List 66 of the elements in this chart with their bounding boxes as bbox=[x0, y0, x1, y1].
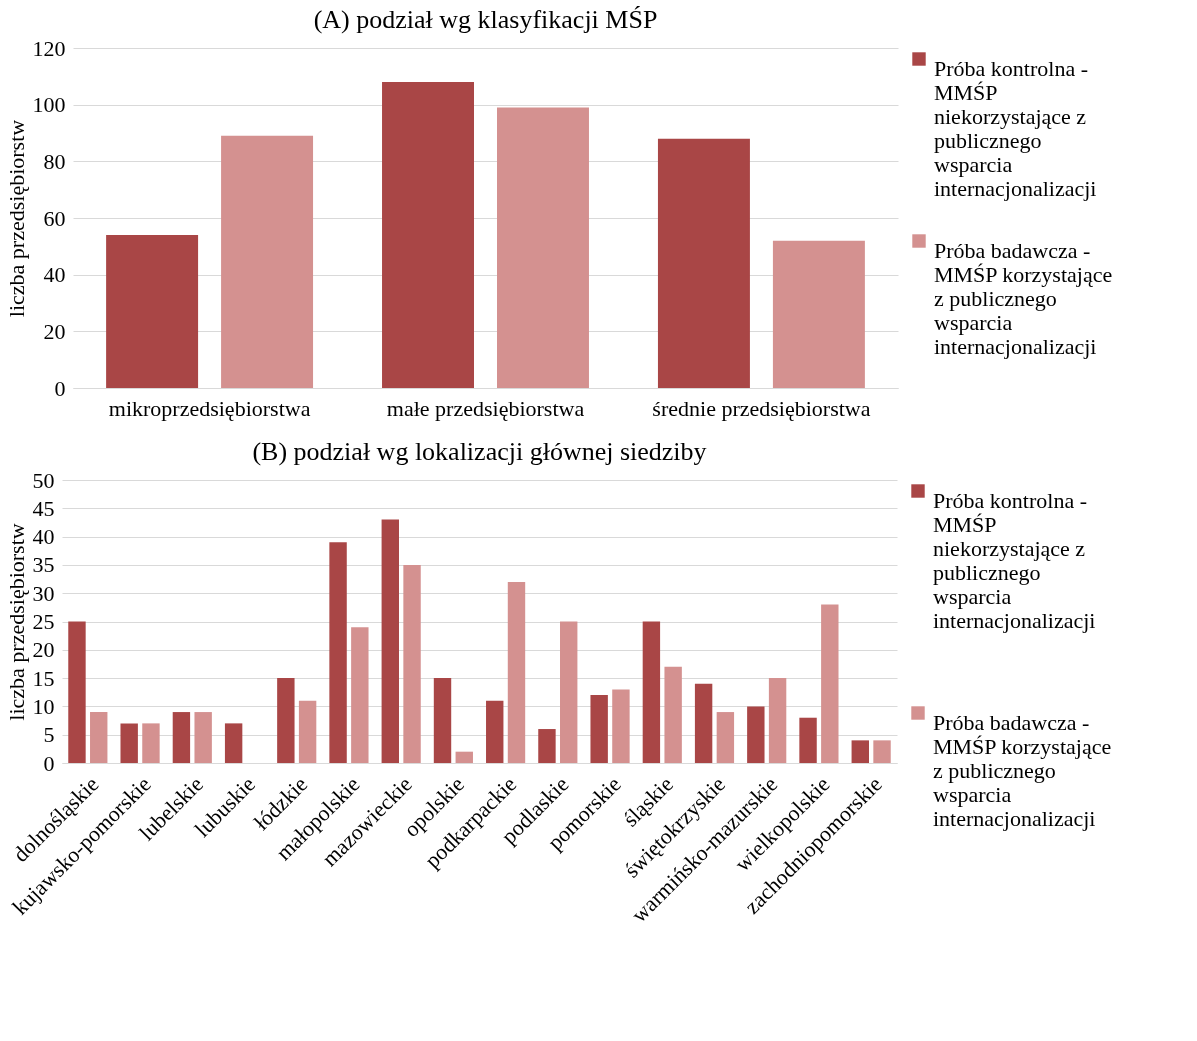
bar bbox=[821, 604, 839, 763]
bar bbox=[873, 740, 891, 763]
bar bbox=[497, 107, 589, 388]
y-tick-label: 30 bbox=[32, 580, 55, 606]
y-tick-label: 0 bbox=[54, 375, 66, 401]
bar bbox=[657, 138, 750, 388]
y-tick-label: 50 bbox=[32, 467, 55, 493]
legend-label: Próba kontrolna - MMŚP niekorzystające z publicznego wsparcia internacjonalizacji bbox=[934, 56, 1097, 201]
bar bbox=[172, 712, 191, 763]
bar bbox=[224, 723, 243, 763]
bar bbox=[772, 240, 865, 388]
bar bbox=[120, 723, 138, 763]
y-tick-label: 80 bbox=[43, 148, 66, 174]
bar bbox=[799, 717, 817, 763]
bar bbox=[142, 723, 160, 763]
y-tick-label: 45 bbox=[32, 495, 55, 521]
legend-label: Próba badawcza - MMŚP korzystające z publicznego wsparcia internacjonalizacji bbox=[934, 238, 1113, 359]
legend-label: Próba badawcza - MMŚP korzystające z publicznego wsparcia internacjonalizacji bbox=[933, 710, 1112, 831]
chart-title: (B) podział wg lokalizacji głównej siedziby bbox=[252, 437, 707, 466]
y-tick-label: 20 bbox=[43, 318, 66, 344]
bar bbox=[68, 621, 86, 763]
bar bbox=[329, 542, 347, 763]
bar bbox=[538, 729, 556, 763]
y-tick-label: 100 bbox=[32, 92, 66, 118]
y-tick-label: 0 bbox=[43, 750, 55, 776]
bar bbox=[612, 689, 630, 763]
bar bbox=[382, 82, 474, 388]
bar bbox=[298, 700, 317, 763]
bar bbox=[351, 627, 369, 763]
bar bbox=[106, 235, 199, 388]
bar bbox=[403, 564, 421, 763]
x-tick-label: małe przedsiębiorstwa bbox=[386, 395, 585, 421]
legend-label: Próba kontrolna - MMŚP niekorzystające z publicznego wsparcia internacjonalizacji bbox=[933, 488, 1096, 633]
bar bbox=[664, 666, 682, 763]
bar bbox=[381, 519, 399, 763]
bar bbox=[221, 135, 314, 388]
y-tick-label: 10 bbox=[32, 693, 55, 719]
chart-title: (A) podział wg klasyfikacji MŚP bbox=[313, 5, 658, 34]
y-tick-label: 15 bbox=[32, 665, 55, 691]
y-axis-title: liczba przedsiębiorstw bbox=[3, 119, 29, 318]
y-tick-label: 35 bbox=[32, 552, 55, 578]
bar bbox=[560, 621, 578, 763]
bar bbox=[851, 740, 869, 763]
bar bbox=[486, 700, 504, 763]
y-tick-label: 5 bbox=[43, 722, 55, 748]
bar bbox=[590, 695, 608, 763]
y-tick-label: 40 bbox=[43, 262, 66, 288]
bar bbox=[433, 678, 452, 763]
y-tick-label: 20 bbox=[32, 637, 55, 663]
y-tick-label: 60 bbox=[43, 205, 66, 231]
bar bbox=[768, 678, 787, 763]
y-tick-label: 40 bbox=[32, 524, 55, 550]
bar bbox=[90, 712, 108, 763]
y-axis-title: liczba przedsiębiorstw bbox=[3, 523, 29, 721]
bar bbox=[694, 683, 713, 763]
y-tick-label: 25 bbox=[32, 609, 55, 634]
bar bbox=[747, 706, 765, 763]
bar bbox=[642, 621, 661, 763]
x-tick-label: średnie przedsiębiorstwa bbox=[652, 395, 871, 421]
bar bbox=[507, 581, 526, 763]
bar bbox=[455, 751, 473, 763]
x-tick-label: mikroprzedsiębiorstwa bbox=[108, 395, 311, 421]
bar bbox=[194, 712, 212, 763]
bar bbox=[716, 712, 735, 763]
bar bbox=[277, 678, 295, 763]
y-tick-label: 120 bbox=[32, 35, 66, 61]
